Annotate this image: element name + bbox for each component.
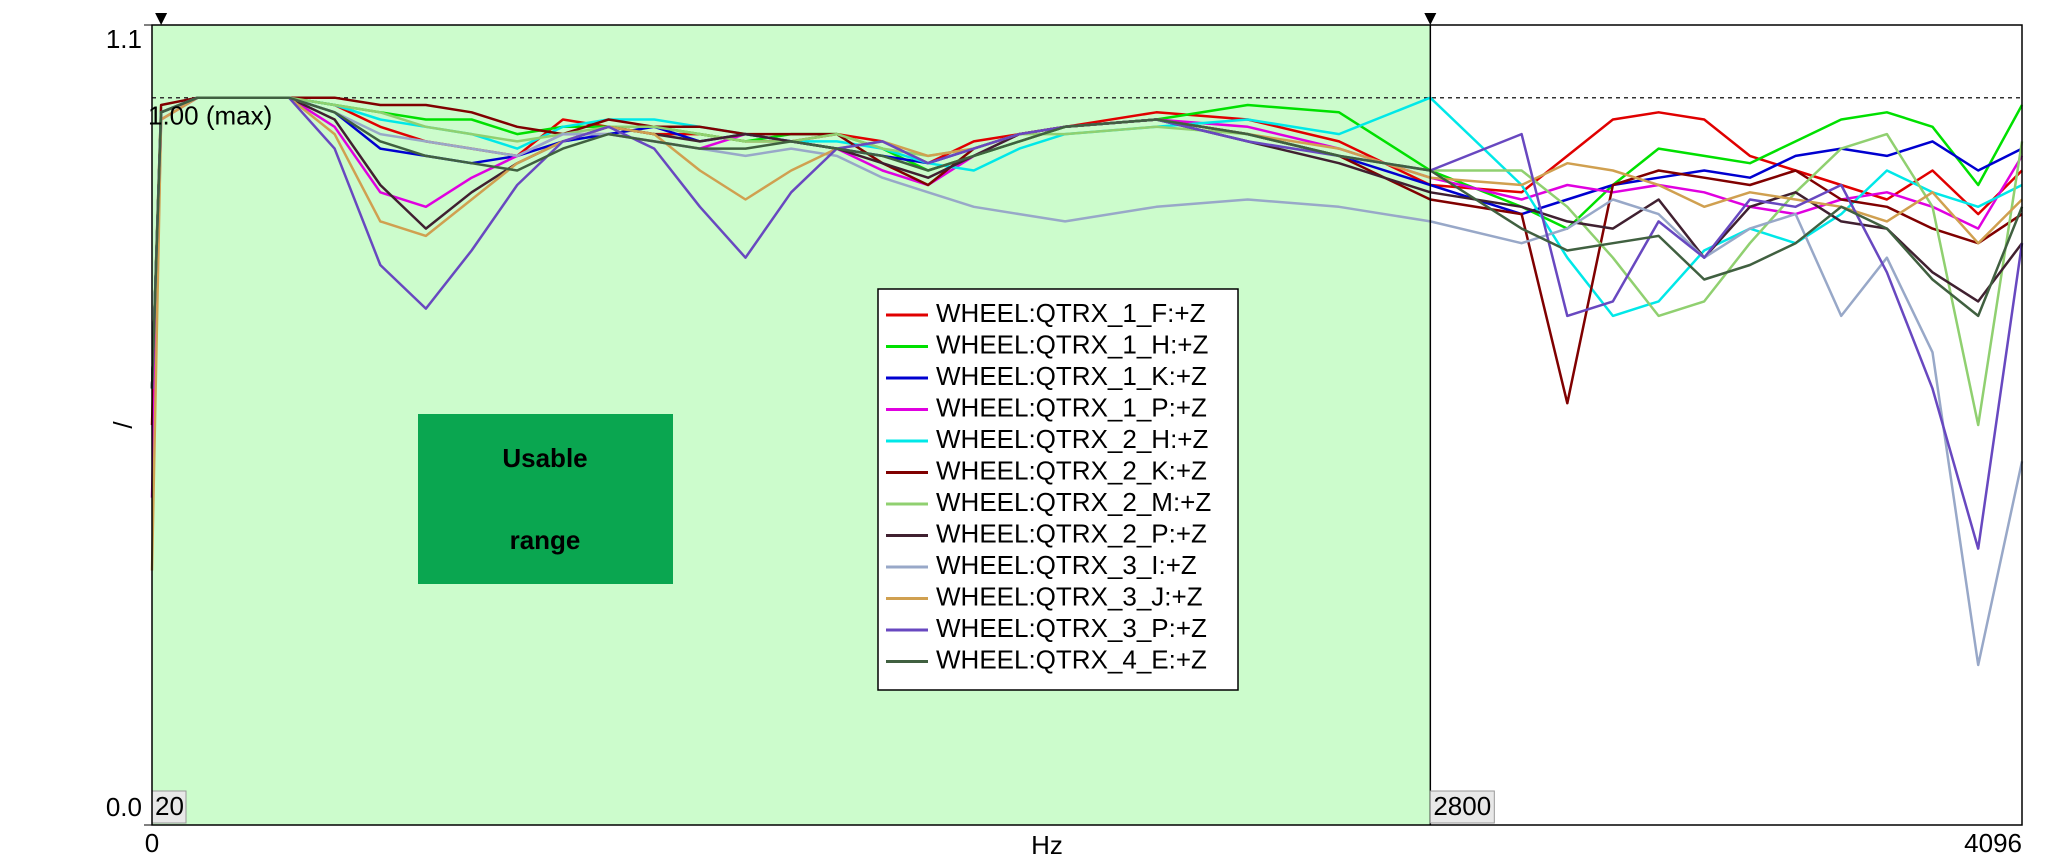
legend-label: WHEEL:QTRX_1_K:+Z: [936, 361, 1207, 391]
y-tick-label: 0.0: [106, 792, 142, 822]
series-line: [150, 96, 2024, 550]
series-line: [150, 96, 2024, 389]
y-tick-label: 1.1: [106, 24, 142, 54]
legend-label: WHEEL:QTRX_2_H:+Z: [936, 424, 1208, 454]
legend-label: WHEEL:QTRX_1_P:+Z: [936, 392, 1207, 422]
x-tick-label: 4096: [1964, 828, 2022, 858]
cursor-marker: [1424, 13, 1437, 25]
legend-label: WHEEL:QTRX_1_F:+Z: [936, 298, 1206, 328]
legend-label: WHEEL:QTRX_2_P:+Z: [936, 518, 1207, 548]
x-axis-label: Hz: [1031, 830, 1063, 860]
legend-label: WHEEL:QTRX_1_H:+Z: [936, 329, 1208, 359]
legend-label: WHEEL:QTRX_3_P:+Z: [936, 613, 1207, 643]
cursor-marker: [155, 13, 168, 25]
plot-frame: [151, 24, 2023, 826]
usable-range-box: [418, 414, 673, 584]
legend-label: WHEEL:QTRX_3_I:+Z: [936, 550, 1197, 580]
label-word: range: [510, 525, 581, 555]
legend-box: [877, 288, 1239, 691]
legend-label: WHEEL:QTRX_2_K:+Z: [936, 455, 1207, 485]
label-word: Usable: [502, 443, 587, 473]
legend-label: WHEEL:QTRX_3_J:+Z: [936, 581, 1203, 611]
legend: WHEEL:QTRX_1_F:+ZWHEEL:QTRX_1_H:+ZWHEEL:…: [877, 288, 1239, 691]
legend-label: WHEEL:QTRX_4_E:+Z: [936, 644, 1207, 674]
cursor-label-box: [1429, 790, 1495, 824]
cursor-label: 2800: [1433, 791, 1491, 821]
x-tick-label: 0: [145, 828, 159, 858]
series-line: [150, 96, 2024, 667]
y-axis-label: /: [108, 421, 138, 429]
usable-range-label: Usable range: [502, 443, 587, 555]
legend-label: WHEEL:QTRX_2_M:+Z: [936, 487, 1211, 517]
reference-label: 1.00 (max): [148, 101, 272, 131]
cursor-label: 20: [155, 791, 184, 821]
